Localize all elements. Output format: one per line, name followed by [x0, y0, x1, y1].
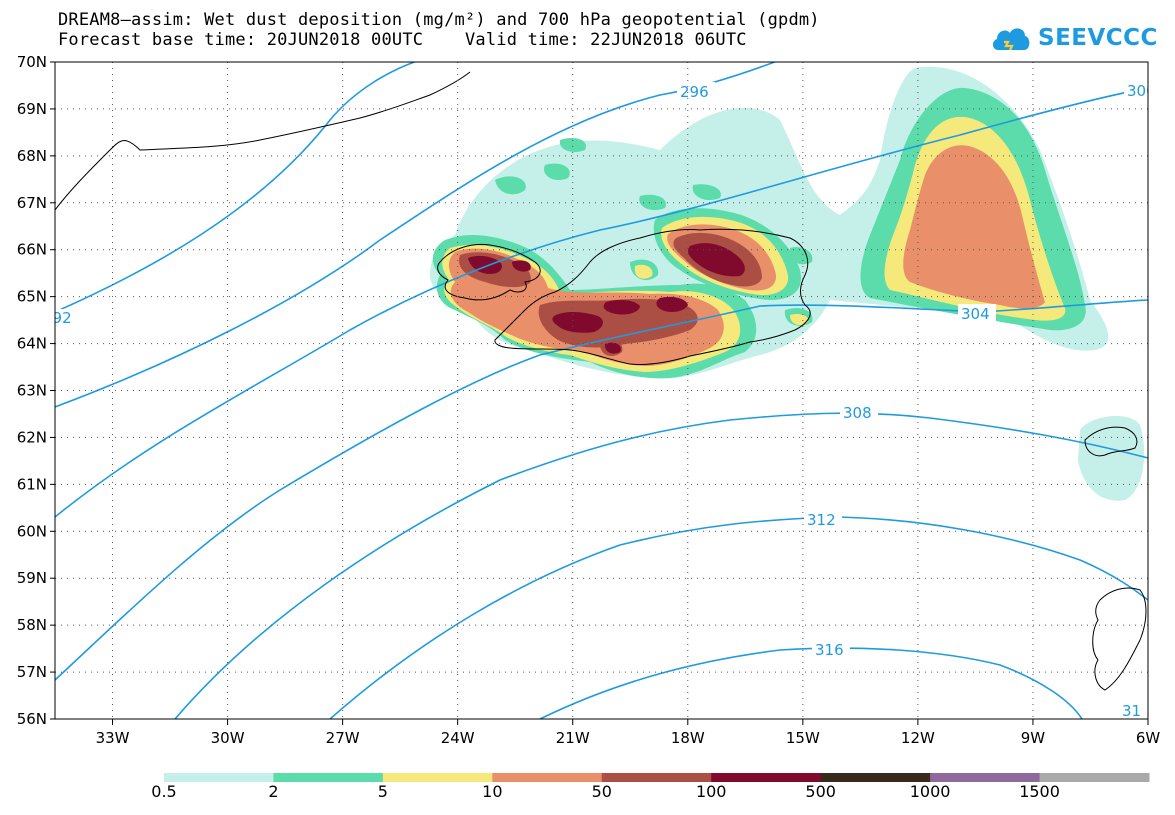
- contour-label-296: 296: [680, 83, 709, 101]
- lat-tick-label: 66N: [17, 241, 47, 259]
- lon-tick-label: 33W: [96, 729, 130, 747]
- legend-label: 1000: [909, 782, 951, 801]
- legend-label: 10: [482, 782, 503, 801]
- contour-label-312: 312: [807, 511, 836, 529]
- lat-tick-label: 68N: [17, 147, 47, 165]
- legend-label: 2: [268, 782, 279, 801]
- lat-lon-gridlines: [55, 62, 1148, 719]
- legend-label: 0.5: [151, 782, 177, 801]
- lon-tick-label: 9W: [1021, 729, 1046, 747]
- contour-labels: 296 300 292 304 308 312 316 31: [43, 81, 1156, 720]
- lon-tick-label: 18W: [671, 729, 705, 747]
- contour-label-304: 304: [961, 305, 990, 323]
- seevccc-logo: SEEVCCC: [990, 18, 1158, 58]
- lat-tick-label: 67N: [17, 194, 47, 212]
- legend-label: 1500: [1019, 782, 1060, 801]
- legend-swatch: [601, 773, 712, 782]
- legend-label: 500: [805, 782, 836, 801]
- legend-swatch: [930, 773, 1041, 782]
- lat-tick-label: 69N: [17, 100, 47, 118]
- lat-tick-label: 59N: [17, 569, 47, 587]
- lat-tick-label: 61N: [17, 475, 47, 493]
- contour-label-308: 308: [843, 404, 872, 422]
- legend-label: 50: [591, 782, 612, 801]
- lon-tick-label: 27W: [326, 729, 360, 747]
- lon-tick-label: 21W: [556, 729, 590, 747]
- legend-swatch: [1039, 773, 1150, 782]
- contour-label-292: 292: [43, 309, 72, 327]
- lat-tick-label: 63N: [17, 382, 47, 400]
- map-title-line2: Forecast base time: 20JUN2018 00UTC Vali…: [58, 30, 747, 50]
- lat-tick-label: 57N: [17, 663, 47, 681]
- map-axes: 33W 30W 27W 24W 21W 18W 15W 12W 9W 6W 56N 57N 58N 59N…: [17, 53, 1161, 747]
- lat-tick-label: 58N: [17, 616, 47, 634]
- lon-tick-label: 6W: [1136, 729, 1161, 747]
- legend-swatch: [711, 773, 822, 782]
- color-legend: [164, 773, 1150, 782]
- lon-tick-label: 15W: [786, 729, 820, 747]
- lat-tick-label: 60N: [17, 522, 47, 540]
- lat-tick-label: 62N: [17, 428, 47, 446]
- lon-tick-label: 30W: [211, 729, 245, 747]
- lat-tick-label: 56N: [17, 710, 47, 728]
- legend-swatch: [820, 773, 931, 782]
- contour-label-316: 316: [815, 641, 844, 659]
- map-title-line1: DREAM8–assim: Wet dust deposition (mg/m²…: [58, 10, 820, 30]
- lat-tick-label: 65N: [17, 288, 47, 306]
- contour-label-31x: 31: [1122, 702, 1141, 720]
- legend-label: 100: [695, 782, 727, 801]
- legend-label: 5: [377, 782, 388, 801]
- legend-swatch: [382, 773, 493, 782]
- dust-level-100: [468, 243, 745, 354]
- logo-text: SEEVCCC: [1038, 25, 1158, 51]
- map-field-layer: 296 300 292 304 308 312 316 31: [43, 62, 1156, 720]
- lon-tick-label: 12W: [901, 729, 935, 747]
- legend-swatch: [164, 773, 274, 782]
- coastlines: [55, 71, 1147, 691]
- lat-tick-label: 70N: [17, 53, 47, 71]
- cloud-icon: [992, 28, 1030, 51]
- lon-tick-label: 24W: [441, 729, 475, 747]
- contour-label-300: 300: [1127, 82, 1156, 100]
- lat-tick-label: 64N: [17, 335, 47, 353]
- geopotential-contours: [55, 62, 1148, 719]
- legend-swatch: [273, 773, 384, 782]
- legend-swatch: [492, 773, 603, 782]
